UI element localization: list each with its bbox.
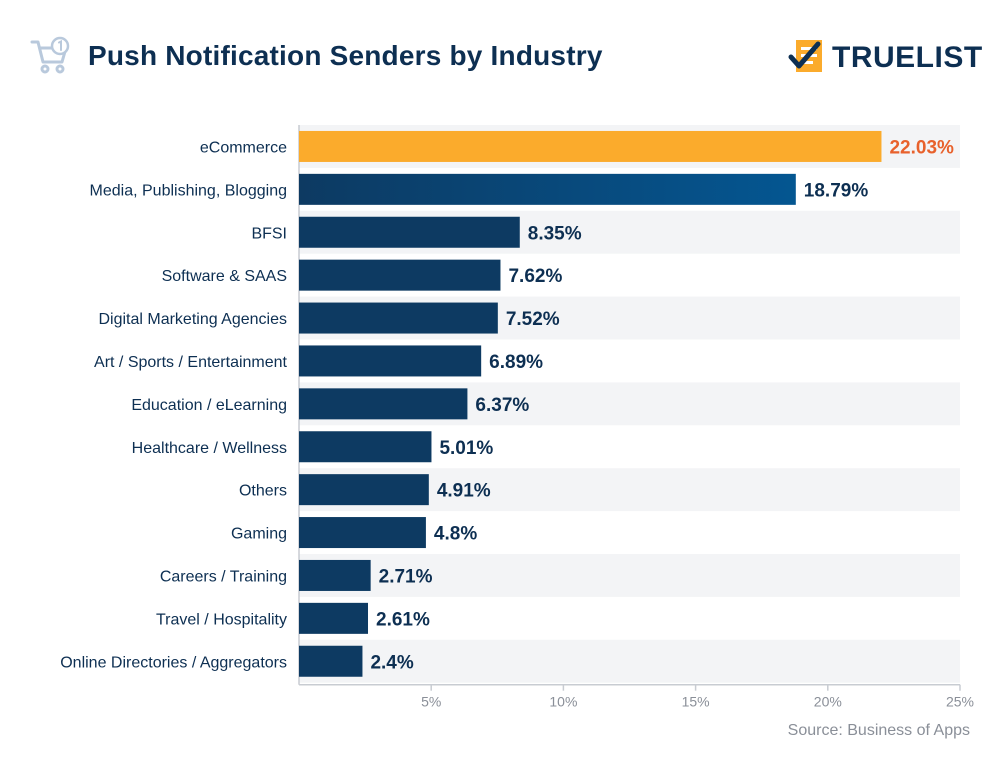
category-label: Software & SAAS xyxy=(162,268,287,285)
value-label: 6.89% xyxy=(489,352,543,373)
x-tick-label: 20% xyxy=(814,694,842,710)
category-label: Digital Marketing Agencies xyxy=(98,311,287,328)
category-label: Others xyxy=(239,483,287,500)
category-label: Art / Sports / Entertainment xyxy=(94,354,288,371)
value-label: 2.71% xyxy=(379,566,433,587)
category-label: Education / eLearning xyxy=(131,397,287,414)
bar xyxy=(299,602,369,634)
bar xyxy=(299,345,482,377)
checklist-icon xyxy=(788,40,822,72)
value-label: 22.03% xyxy=(889,137,954,158)
bar xyxy=(299,259,501,291)
value-label: 2.61% xyxy=(376,609,430,630)
header: Push Notification Senders by Industry TR… xyxy=(0,0,1000,110)
value-labels: 22.03% 18.79% 8.35% 7.62% 7.52% 6.89% 6.37% 5.0… xyxy=(370,137,954,673)
source-note: Source: Business of Apps xyxy=(787,722,970,739)
value-label: 4.8% xyxy=(434,524,477,545)
category-labels: eCommerce Media, Publishing, Blogging BFSI… xyxy=(60,139,287,671)
category-label: BFSI xyxy=(251,225,287,242)
bar xyxy=(299,431,432,463)
value-label: 7.52% xyxy=(506,309,560,330)
category-label: Online Directories / Aggregators xyxy=(60,654,287,671)
bar xyxy=(299,173,796,205)
value-label: 5.01% xyxy=(439,438,493,459)
category-label: Gaming xyxy=(231,526,287,543)
bar xyxy=(299,559,371,591)
bar xyxy=(299,645,363,677)
value-label: 2.4% xyxy=(370,652,413,673)
category-label: Careers / Training xyxy=(160,568,287,585)
chart-title: Push Notification Senders by Industry xyxy=(88,40,603,71)
bar xyxy=(299,130,882,162)
bar xyxy=(299,517,426,549)
bar xyxy=(299,216,520,248)
value-label: 4.91% xyxy=(437,481,491,502)
category-label: eCommerce xyxy=(200,139,287,156)
category-label: Media, Publishing, Blogging xyxy=(90,182,287,199)
value-label: 7.62% xyxy=(508,266,562,287)
x-tick-label: 10% xyxy=(549,694,577,710)
category-label: Travel / Hospitality xyxy=(156,611,287,628)
shopping-cart-icon xyxy=(30,36,70,74)
category-label: Healthcare / Wellness xyxy=(132,440,287,457)
x-tick-label: 25% xyxy=(946,694,974,710)
bar xyxy=(299,388,468,420)
value-label: 8.35% xyxy=(528,223,582,244)
value-label: 6.37% xyxy=(475,395,529,416)
truelist-logo: TRUELIST xyxy=(788,38,982,78)
bar xyxy=(299,302,498,334)
x-tick-label: 5% xyxy=(421,694,441,710)
brand-name: TRUELIST xyxy=(832,41,983,74)
row-band xyxy=(299,639,960,683)
row-band xyxy=(299,554,960,597)
bars xyxy=(299,130,882,677)
x-tick-label: 15% xyxy=(682,694,710,710)
bar xyxy=(299,474,429,506)
value-label: 18.79% xyxy=(804,180,869,201)
